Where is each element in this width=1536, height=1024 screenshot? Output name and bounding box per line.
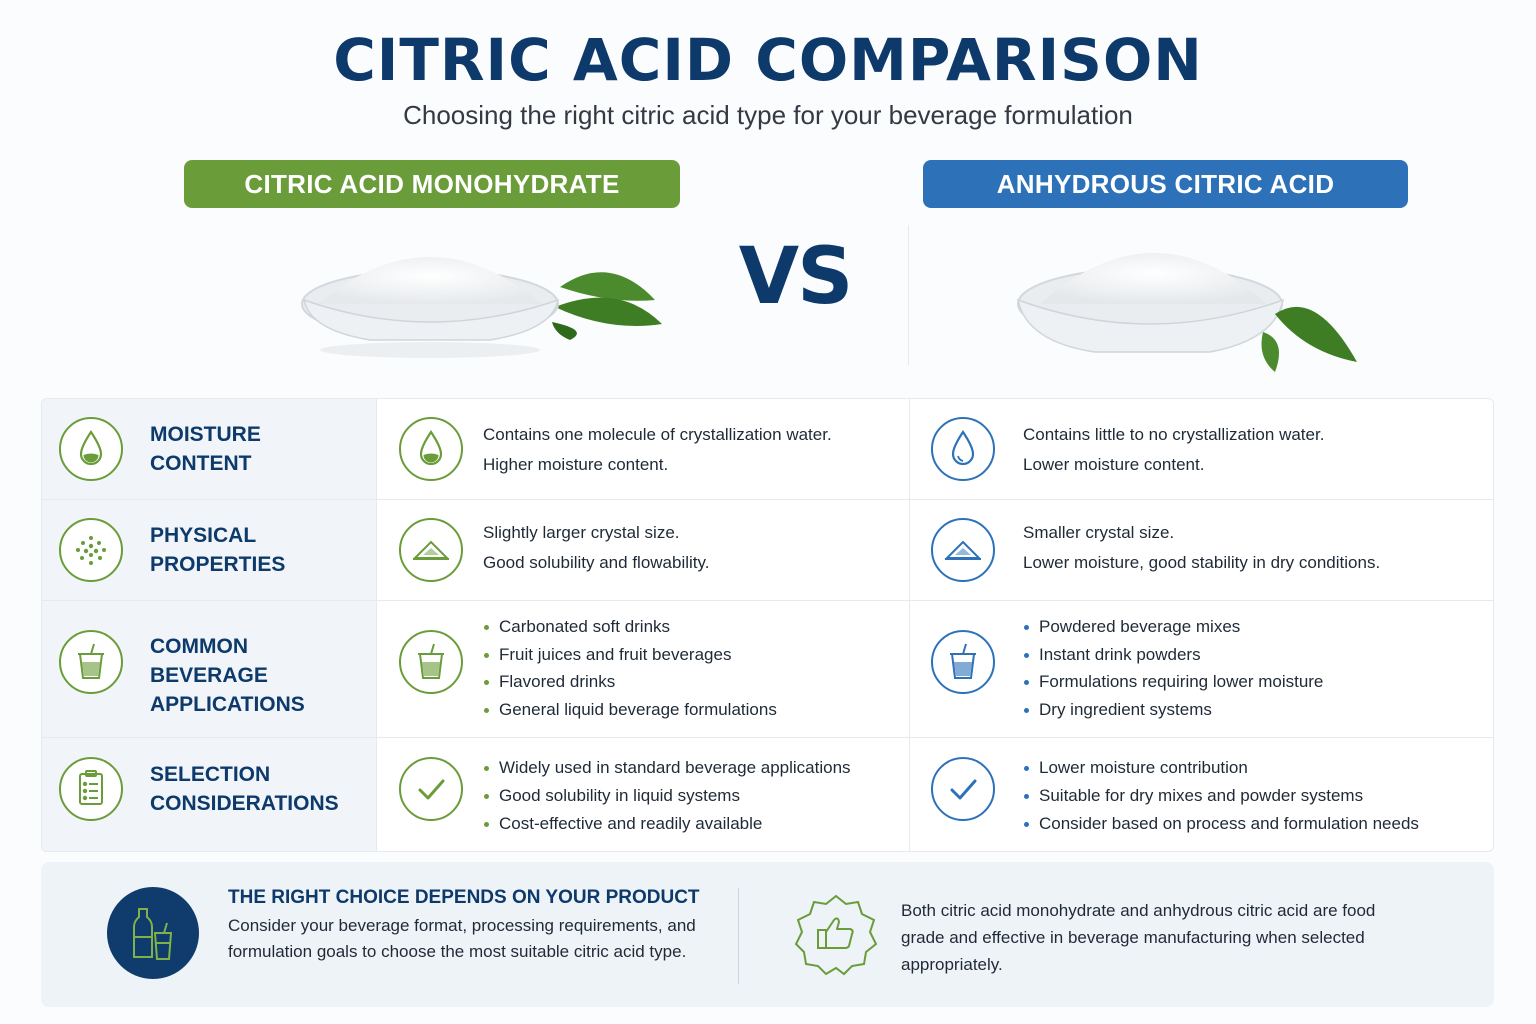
list-item: Lower moisture contribution (1023, 754, 1419, 782)
thumbs-up-badge-icon (794, 892, 878, 976)
cell-text: Contains little to no crystallization wa… (1023, 420, 1324, 480)
summary-body: Consider your beverage format, processin… (228, 913, 698, 965)
summary-note: Both citric acid monohydrate and anhydro… (901, 897, 1401, 978)
anhydrous-powder-image (1005, 212, 1370, 392)
considerations-list: Widely used in standard beverage applica… (483, 754, 851, 838)
monohydrate-cell: Contains one molecule of crystallization… (376, 399, 909, 499)
list-item: Formulations requiring lower moisture (1023, 668, 1323, 696)
row-label: COMMON BEVERAGE APPLICATIONS (150, 632, 370, 719)
powder-pile-icon (399, 518, 463, 582)
monohydrate-cell: Slightly larger crystal size. Good solubi… (376, 500, 909, 600)
monohydrate-powder-image (290, 212, 670, 382)
label-cell: MOISTURE CONTENT (42, 399, 376, 499)
list-item: Flavored drinks (483, 668, 777, 696)
list-item: Good solubility in liquid systems (483, 782, 851, 810)
summary-title: THE RIGHT CHOICE DEPENDS ON YOUR PRODUCT (228, 887, 700, 909)
monohydrate-header: CITRIC ACID MONOHYDRATE (184, 160, 680, 208)
cell-text: Contains one molecule of crystallization… (483, 420, 832, 480)
monohydrate-cell: Carbonated soft drinks Fruit juices and … (376, 601, 909, 737)
drink-cup-icon (59, 630, 123, 694)
beverage-bottle-icon (107, 887, 199, 979)
list-item: General liquid beverage formulations (483, 696, 777, 724)
drink-cup-icon (399, 630, 463, 694)
summary-divider (738, 888, 739, 984)
label-cell: SELECTION CONSIDERATIONS (42, 738, 376, 852)
page-subtitle: Choosing the right citric acid type for … (0, 100, 1536, 131)
row-label: MOISTURE CONTENT (150, 420, 370, 478)
monohydrate-cell: Widely used in standard beverage applica… (376, 738, 909, 852)
anhydrous-cell: Smaller crystal size. Lower moisture, goo… (909, 500, 1494, 600)
anhydrous-cell: Lower moisture contribution Suitable for… (909, 738, 1494, 852)
crystals-icon (59, 518, 123, 582)
row-applications: COMMON BEVERAGE APPLICATIONS Carbonated s… (42, 601, 1494, 738)
powder-pile-icon (931, 518, 995, 582)
list-item: Dry ingredient systems (1023, 696, 1323, 724)
vs-label: VS (720, 232, 870, 322)
considerations-list: Lower moisture contribution Suitable for… (1023, 754, 1419, 838)
cell-text: Slightly larger crystal size. Good solubi… (483, 518, 709, 578)
row-selection: SELECTION CONSIDERATIONS Widely used in s… (42, 738, 1494, 852)
row-moisture: MOISTURE CONTENT Contains one molecule of… (42, 399, 1494, 500)
label-cell: PHYSICAL PROPERTIES (42, 500, 376, 600)
list-item: Consider based on process and formulatio… (1023, 810, 1419, 838)
list-item: Instant drink powders (1023, 641, 1323, 669)
drink-cup-icon (931, 630, 995, 694)
clipboard-icon (59, 757, 123, 821)
water-drop-icon (399, 417, 463, 481)
label-cell: COMMON BEVERAGE APPLICATIONS (42, 601, 376, 737)
header-divider (908, 225, 909, 365)
list-item: Powdered beverage mixes (1023, 613, 1323, 641)
row-label: SELECTION CONSIDERATIONS (150, 760, 370, 818)
anhydrous-cell: Contains little to no crystallization wa… (909, 399, 1494, 499)
comparison-table: MOISTURE CONTENT Contains one molecule of… (41, 398, 1494, 852)
list-item: Cost-effective and readily available (483, 810, 851, 838)
list-item: Carbonated soft drinks (483, 613, 777, 641)
applications-list: Powdered beverage mixes Instant drink po… (1023, 613, 1323, 723)
water-drop-icon (931, 417, 995, 481)
applications-list: Carbonated soft drinks Fruit juices and … (483, 613, 777, 723)
row-physical: PHYSICAL PROPERTIES Slightly larger cryst… (42, 500, 1494, 601)
list-item: Fruit juices and fruit beverages (483, 641, 777, 669)
checkmark-icon (931, 757, 995, 821)
anhydrous-cell: Powdered beverage mixes Instant drink po… (909, 601, 1494, 737)
water-drop-icon (59, 417, 123, 481)
row-label: PHYSICAL PROPERTIES (150, 521, 370, 579)
page-title: CITRIC ACID COMPARISON (0, 26, 1536, 94)
list-item: Widely used in standard beverage applica… (483, 754, 851, 782)
cell-text: Smaller crystal size. Lower moisture, goo… (1023, 518, 1380, 578)
summary-panel: THE RIGHT CHOICE DEPENDS ON YOUR PRODUCT… (41, 862, 1494, 1007)
checkmark-icon (399, 757, 463, 821)
anhydrous-header: ANHYDROUS CITRIC ACID (923, 160, 1408, 208)
list-item: Suitable for dry mixes and powder system… (1023, 782, 1419, 810)
